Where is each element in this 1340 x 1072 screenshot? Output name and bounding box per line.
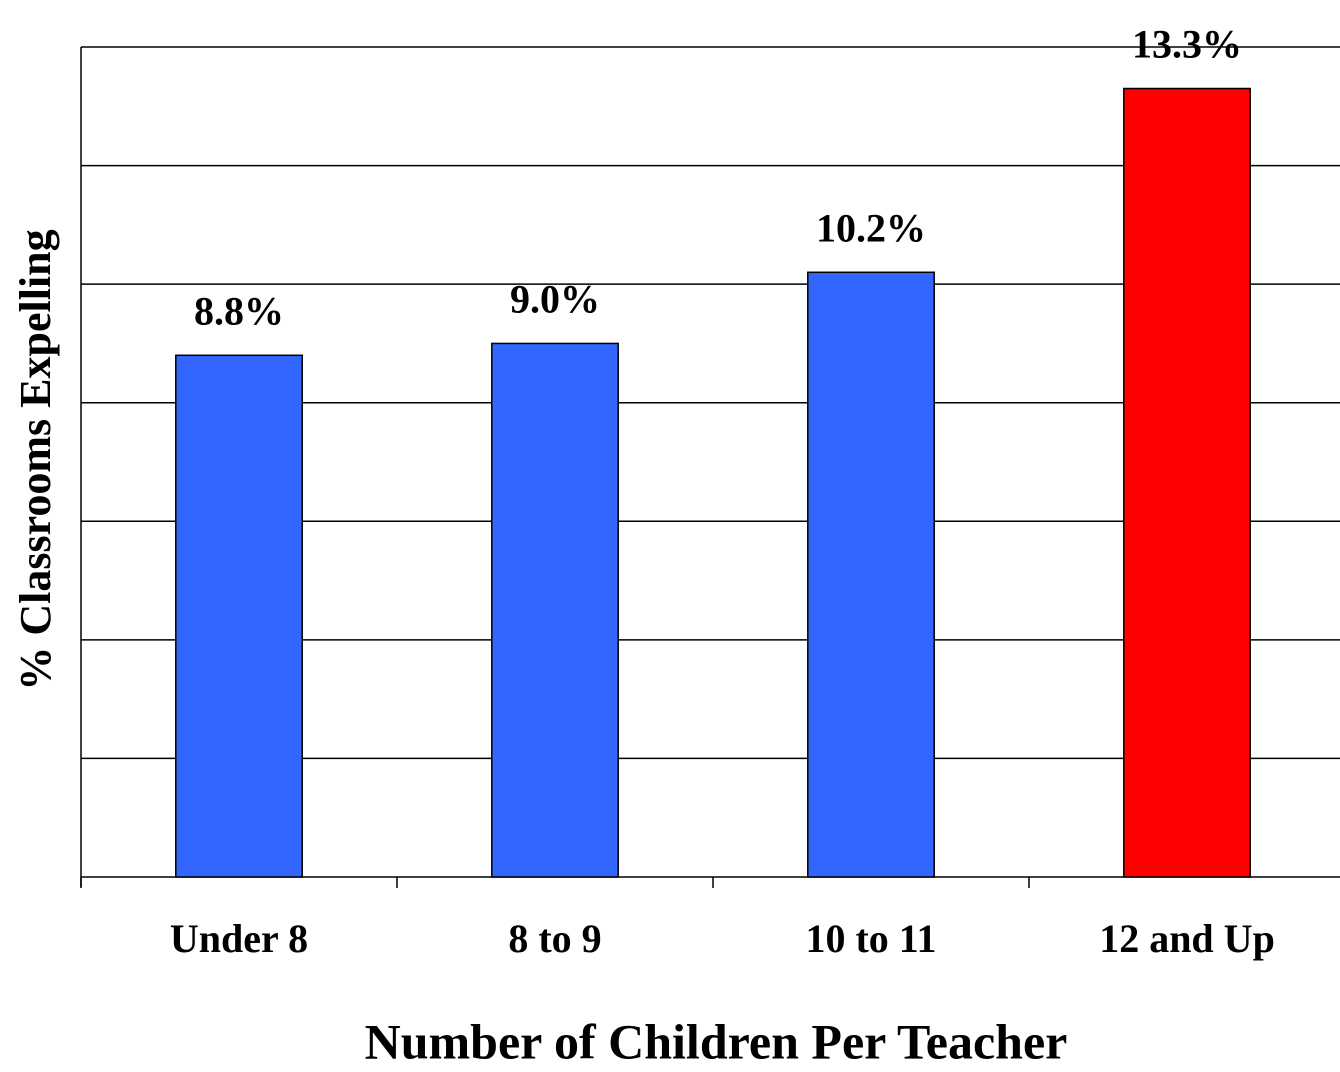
bar bbox=[491, 342, 619, 878]
bar bbox=[1123, 87, 1251, 878]
x-tick-label: Under 8 bbox=[170, 916, 308, 961]
value-label: 13.3% bbox=[1132, 22, 1242, 67]
x-axis-label: Number of Children Per Teacher bbox=[365, 1013, 1068, 1069]
value-label: 8.8% bbox=[194, 288, 284, 333]
value-label: 10.2% bbox=[816, 205, 926, 250]
x-tick-label: 10 to 11 bbox=[805, 916, 936, 961]
y-axis-label: % Classrooms Expelling bbox=[11, 229, 60, 690]
x-tick-label: 12 and Up bbox=[1099, 916, 1275, 961]
bar bbox=[175, 354, 303, 878]
value-label: 9.0% bbox=[510, 277, 600, 322]
bar bbox=[807, 271, 935, 878]
x-tick-label: 8 to 9 bbox=[508, 916, 601, 961]
